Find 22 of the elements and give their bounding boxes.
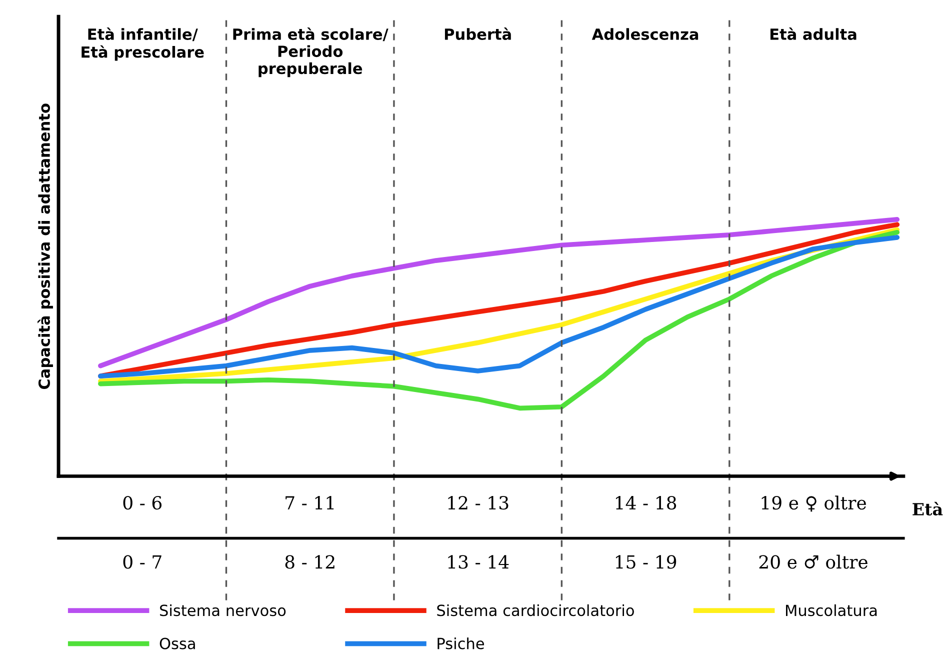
legend-label: Sistema cardiocircolatorio xyxy=(437,604,634,616)
text: 13 - 14 xyxy=(448,555,509,569)
legend-label: Sistema nervoso xyxy=(160,604,286,616)
legend-label: Muscolatura xyxy=(786,604,877,616)
x-axis-title: Età xyxy=(912,502,943,516)
y-axis-title: Capacità positiva di adattamento xyxy=(38,104,53,390)
x-tick-label: 7 - 11 xyxy=(286,496,334,510)
text: 20 e ♂ oltre xyxy=(759,554,868,569)
x-tick-label: 12 - 13 xyxy=(448,496,508,510)
x-tick-label: 19 e ♀ oltre xyxy=(762,496,866,512)
text: 15 - 19 xyxy=(616,555,676,569)
text: Adolescenza xyxy=(592,28,698,40)
text: 0 - 7 xyxy=(123,555,162,569)
legend-label: Ossa xyxy=(160,638,195,650)
x-tick-label: 0 - 6 xyxy=(123,496,162,510)
text: Età adulta xyxy=(770,28,856,40)
text: 8 - 12 xyxy=(285,555,334,569)
text: Prima età scolare/ Periodo prepuberale xyxy=(233,28,388,78)
text: Pubertà xyxy=(444,28,511,40)
text: Età infantile/ Età prescolare xyxy=(82,28,204,61)
x-tick-label: 14 - 18 xyxy=(616,496,676,510)
legend-label: Psiche xyxy=(438,637,484,650)
